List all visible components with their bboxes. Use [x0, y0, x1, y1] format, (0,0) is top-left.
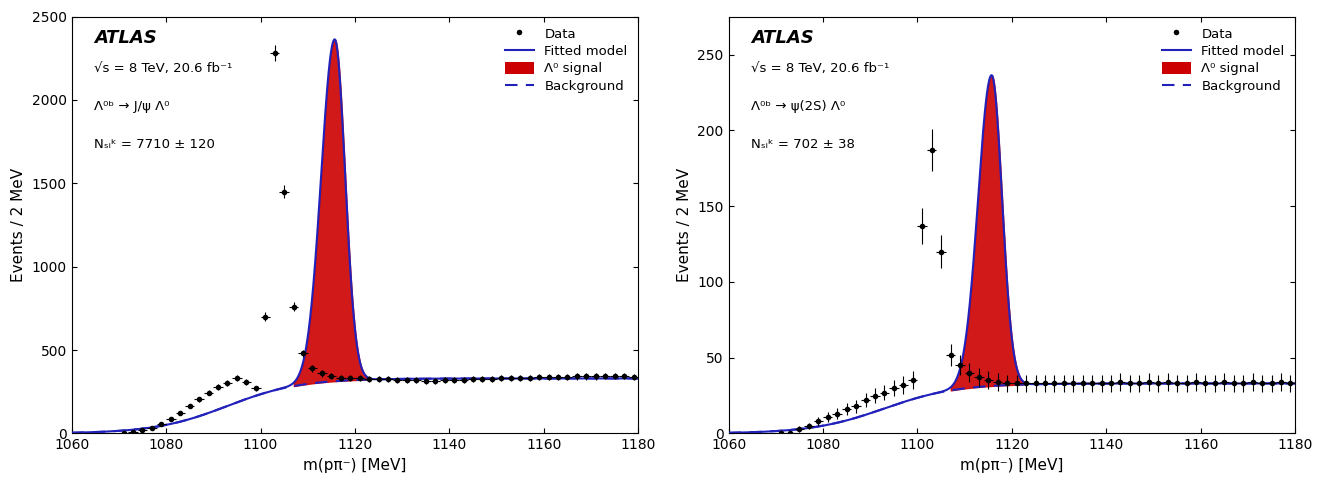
Text: ATLAS: ATLAS	[751, 29, 814, 47]
X-axis label: m(pπ⁻) [MeV]: m(pπ⁻) [MeV]	[303, 458, 406, 473]
Text: √s = 8 TeV, 20.6 fb⁻¹: √s = 8 TeV, 20.6 fb⁻¹	[751, 62, 890, 76]
Text: Nₛᵢᵏ = 7710 ± 120: Nₛᵢᵏ = 7710 ± 120	[94, 137, 216, 151]
Legend: Data, Fitted model, Λ⁰ signal, Background: Data, Fitted model, Λ⁰ signal, Backgroun…	[1158, 23, 1288, 97]
Y-axis label: Events / 2 MeV: Events / 2 MeV	[11, 168, 26, 282]
Text: Λ⁰ᵇ → J/ψ Λ⁰: Λ⁰ᵇ → J/ψ Λ⁰	[94, 100, 169, 113]
Text: Nₛᵢᵏ = 702 ± 38: Nₛᵢᵏ = 702 ± 38	[751, 137, 855, 151]
Text: Λ⁰ᵇ → ψ(2S) Λ⁰: Λ⁰ᵇ → ψ(2S) Λ⁰	[751, 100, 846, 113]
X-axis label: m(pπ⁻) [MeV]: m(pπ⁻) [MeV]	[960, 458, 1063, 473]
Text: √s = 8 TeV, 20.6 fb⁻¹: √s = 8 TeV, 20.6 fb⁻¹	[94, 62, 233, 76]
Text: ATLAS: ATLAS	[94, 29, 158, 47]
Legend: Data, Fitted model, Λ⁰ signal, Background: Data, Fitted model, Λ⁰ signal, Backgroun…	[500, 23, 632, 97]
Y-axis label: Events / 2 MeV: Events / 2 MeV	[677, 168, 692, 282]
